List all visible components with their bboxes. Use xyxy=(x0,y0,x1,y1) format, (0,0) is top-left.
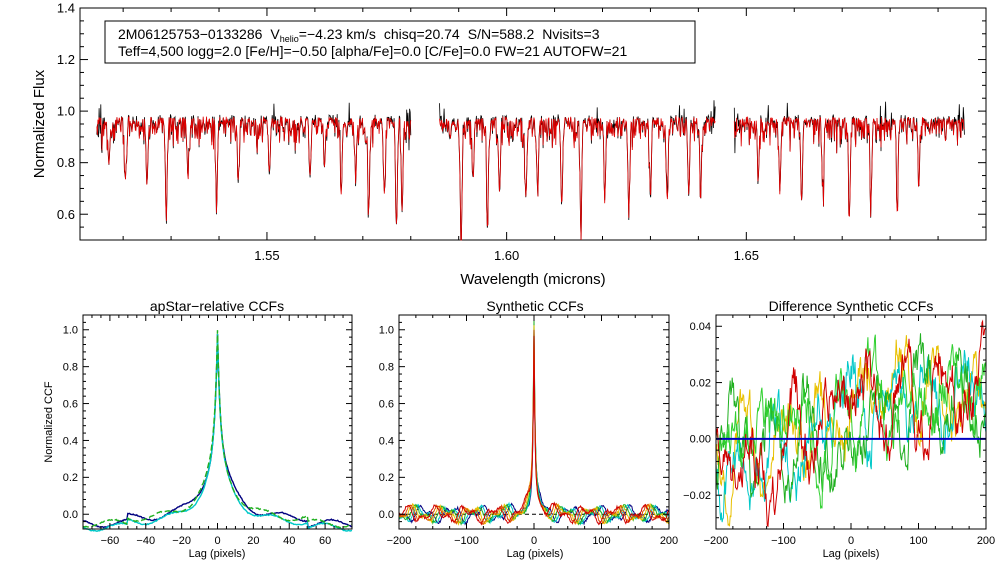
x-tick-label: −40 xyxy=(136,535,155,547)
x-tick-label: 20 xyxy=(247,535,259,547)
y-tick-label: −0.02 xyxy=(683,490,711,502)
synthetic-ccf-line-4 xyxy=(398,325,670,526)
x-tick-label: 100 xyxy=(909,535,927,547)
synthetic-ccf-lines xyxy=(398,319,670,526)
x-tick-label: −200 xyxy=(704,535,729,547)
x-tick-label: 0 xyxy=(214,535,220,547)
y-tick-label: 0.00 xyxy=(690,434,711,446)
y-tick-label: 1.0 xyxy=(57,104,75,119)
x-tick-label: 100 xyxy=(592,535,610,547)
x-tick-label: −100 xyxy=(454,535,479,547)
x-tick-label: 200 xyxy=(977,535,995,547)
header-box xyxy=(104,20,696,64)
spectrum-ticks: 1.55 1.60 1.65 0.6 0.8 1.0 1.2 1.4 xyxy=(57,1,986,263)
synthetic-ccf-line-6 xyxy=(398,335,670,526)
snr-value: S/N=588.2 xyxy=(468,26,535,42)
spectrum-ylabel: Normalized Flux xyxy=(31,69,48,178)
apstar-ccf-xlabel: Lag (pixels) xyxy=(189,548,246,560)
x-tick-label: 1.55 xyxy=(254,248,279,263)
y-tick-label: 1.2 xyxy=(57,52,75,67)
x-tick-label: 0 xyxy=(848,535,854,547)
difference-ccf-title: Difference Synthetic CCFs xyxy=(769,298,934,314)
y-tick-label: 0.6 xyxy=(57,207,75,222)
y-tick-label: 0.0 xyxy=(63,509,78,521)
y-tick-label: 0.02 xyxy=(690,377,711,389)
x-tick-label: −20 xyxy=(172,535,191,547)
spectrum-lines xyxy=(96,100,965,241)
difference-ccf-ticks: −200 −100 0 100 200 −0.02 0.00 0.02 0.04 xyxy=(683,315,995,547)
spectrum-panel: 1.55 1.60 1.65 0.6 0.8 1.0 1.2 1.4 2M06125753−0… xyxy=(31,1,987,288)
y-tick-label: 0.04 xyxy=(690,321,711,333)
ccf-line-visit-3 xyxy=(82,330,353,529)
x-tick-label: 40 xyxy=(283,535,295,547)
x-tick-label: −100 xyxy=(771,535,796,547)
synthetic-ccf-panel: Synthetic CCFs −200 −100 0 100 200 0.0 0.2 0.4 0… xyxy=(379,298,678,560)
difference-ccf-line-2 xyxy=(715,350,987,523)
x-tick-label: 60 xyxy=(319,535,331,547)
spectrum-xlabel: Wavelength (microns) xyxy=(460,271,605,288)
header-line-1: 2M06125753−0133286 Vhelio=−4.23 km/s chisq… xyxy=(118,26,600,44)
x-tick-label: 1.60 xyxy=(494,248,519,263)
difference-ccf-line-3 xyxy=(715,333,987,504)
y-tick-label: 0.6 xyxy=(379,398,394,410)
x-tick-label: 1.65 xyxy=(734,248,759,263)
nvisits-value: Nvisits=3 xyxy=(542,26,599,42)
y-tick-label: 1.0 xyxy=(63,325,78,337)
chisq-value: chisq=20.74 xyxy=(384,26,460,42)
observed-spectrum-line xyxy=(96,102,412,225)
y-tick-label: 0.8 xyxy=(63,362,78,374)
difference-ccf-panel: Difference Synthetic CCFs −200 −100 0 100 20… xyxy=(683,298,995,560)
star-id: 2M06125753−0133286 xyxy=(118,26,263,42)
difference-ccf-lines xyxy=(715,319,987,528)
y-tick-label: 0.0 xyxy=(379,509,394,521)
header-line-2: Teff=4,500 logg=2.0 [Fe/H]=−0.50 [alpha/… xyxy=(118,43,627,59)
y-tick-label: 0.8 xyxy=(57,155,75,170)
difference-ccf-xlabel: Lag (pixels) xyxy=(823,548,880,560)
vhelio-value: =−4.23 km/s xyxy=(299,26,376,42)
ccf-line-visit-2 xyxy=(82,333,353,532)
synthetic-ccf-line-5 xyxy=(398,329,670,526)
synthetic-ccf-title: Synthetic CCFs xyxy=(486,298,583,314)
apstar-ccf-title: apStar−relative CCFs xyxy=(150,298,284,314)
vhelio-subscript: helio xyxy=(280,34,299,44)
synthetic-ccf-ticks: −200 −100 0 100 200 0.0 0.2 0.4 0.6 0.8 1.0 xyxy=(379,315,678,547)
y-tick-label: 0.8 xyxy=(379,362,394,374)
x-tick-label: −200 xyxy=(387,535,412,547)
difference-ccf-line-4 xyxy=(715,334,987,510)
apstar-ccf-panel: apStar−relative CCFs −60 −40 −20 0 20 40 60 0.0… xyxy=(43,298,353,560)
apstar-ccf-lines xyxy=(82,330,353,532)
x-tick-label: 200 xyxy=(660,535,678,547)
model-spectrum-line xyxy=(439,115,716,241)
apstar-ccf-ticks: −60 −40 −20 0 20 40 60 0.0 0.2 0.4 0.6 0.8 1.0 xyxy=(63,315,353,547)
y-tick-label: 0.2 xyxy=(63,472,78,484)
y-tick-label: 1.4 xyxy=(57,1,75,16)
y-tick-label: 0.2 xyxy=(379,472,394,484)
x-tick-label: −60 xyxy=(101,535,120,547)
ccf-line-visit-1 xyxy=(82,333,353,529)
x-tick-label: 0 xyxy=(531,535,537,547)
difference-ccf-line-5 xyxy=(715,319,987,528)
model-spectrum-line xyxy=(733,116,965,217)
synthetic-ccf-xlabel: Lag (pixels) xyxy=(507,548,564,560)
model-spectrum-line xyxy=(96,115,412,224)
observed-spectrum-line xyxy=(733,101,965,218)
apstar-ccf-ylabel: Normalized CCF xyxy=(43,381,55,463)
y-tick-label: 0.4 xyxy=(63,435,78,447)
y-tick-label: 1.0 xyxy=(379,325,394,337)
vhelio-label: V xyxy=(270,26,280,42)
y-tick-label: 0.4 xyxy=(379,435,394,447)
y-tick-label: 0.6 xyxy=(63,398,78,410)
